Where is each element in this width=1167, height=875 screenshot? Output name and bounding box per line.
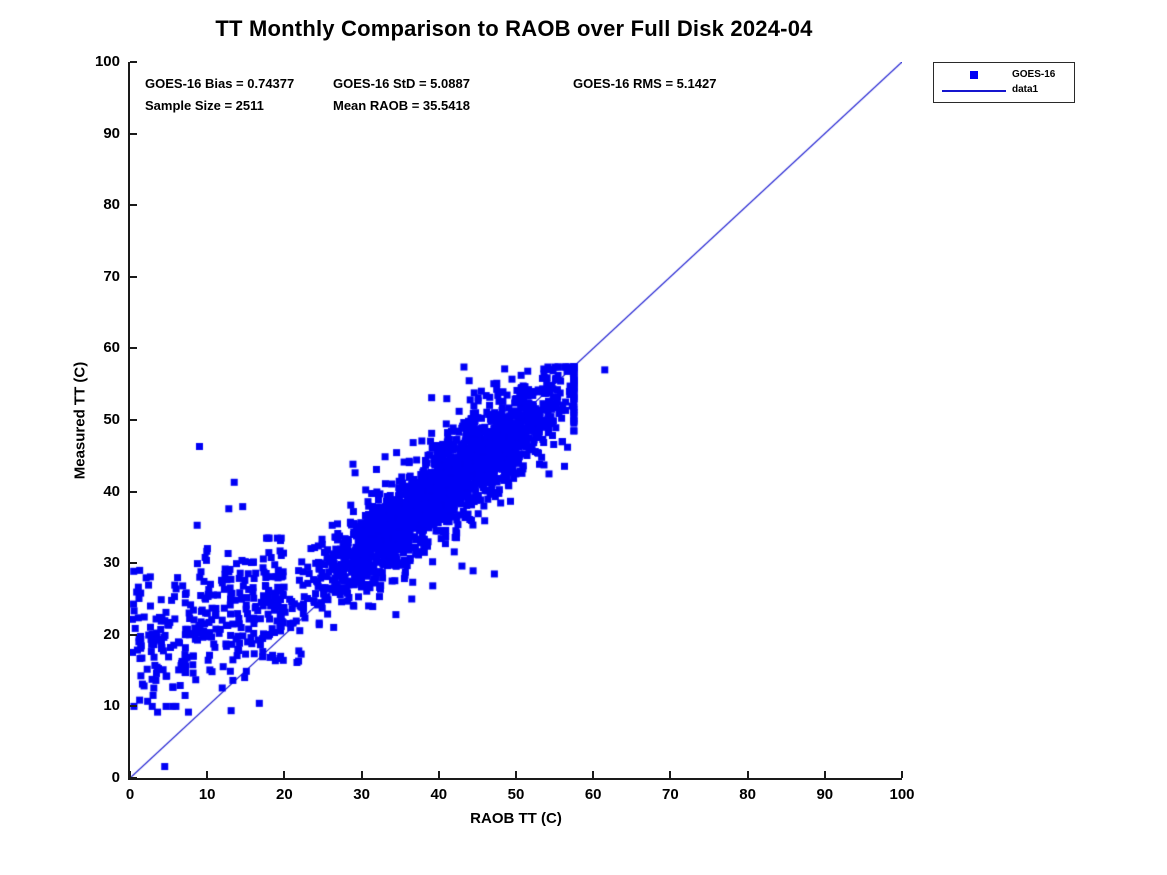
scatter-plot-canvas <box>130 62 902 778</box>
x-tick-label: 0 <box>125 786 135 803</box>
plot-area: GOES-16 Bias = 0.74377 GOES-16 StD = 5.0… <box>72 53 915 827</box>
stat-std: GOES-16 StD = 5.0887 <box>333 76 470 91</box>
y-tick <box>130 347 137 350</box>
y-tick <box>130 419 137 421</box>
x-tick <box>360 771 363 778</box>
x-tick-label: 80 <box>739 786 756 803</box>
x-tick-label: 20 <box>276 786 293 803</box>
y-tick-label: 30 <box>103 554 120 572</box>
x-tick <box>592 771 595 778</box>
x-tick-label: 70 <box>662 786 679 803</box>
x-tick <box>283 771 286 778</box>
x-tick <box>437 771 440 778</box>
x-tick-label: 10 <box>198 786 216 803</box>
data1-line-icon <box>942 90 1006 92</box>
y-tick <box>130 132 137 135</box>
y-tick-label: 90 <box>103 124 120 142</box>
x-tick <box>746 771 749 778</box>
chart-title: TT Monthly Comparison to RAOB over Full … <box>215 16 813 41</box>
stat-sample-size: Sample Size = 2511 <box>145 98 264 113</box>
x-tick <box>823 771 826 778</box>
x-tick-label: 40 <box>430 786 448 803</box>
y-tick-label: 60 <box>103 339 120 357</box>
y-tick-label: 100 <box>94 53 120 70</box>
stat-rms: GOES-16 RMS = 5.1427 <box>573 76 717 91</box>
x-tick <box>901 771 903 778</box>
y-tick-label: 10 <box>103 697 120 715</box>
y-tick-label: 20 <box>103 625 120 643</box>
y-tick <box>130 61 137 63</box>
y-tick <box>130 633 137 636</box>
y-tick-label: 80 <box>103 196 120 214</box>
y-tick-label: 70 <box>103 267 120 285</box>
legend: GOES-16 data1 <box>933 62 1075 103</box>
y-tick <box>130 275 137 278</box>
y-tick <box>130 705 137 708</box>
x-tick-label: 50 <box>507 786 525 803</box>
stat-mean-raob: Mean RAOB = 35.5418 <box>333 98 470 113</box>
x-tick <box>129 771 131 778</box>
x-tick-label: 30 <box>353 786 370 803</box>
x-tick <box>669 771 672 778</box>
legend-label-goes16: GOES-16 <box>1012 69 1056 80</box>
y-tick <box>130 777 137 779</box>
stat-bias: GOES-16 Bias = 0.74377 <box>145 76 295 91</box>
y-tick-label: 40 <box>103 482 120 500</box>
goes16-marker-icon <box>970 71 978 79</box>
y-tick-label: 50 <box>103 411 120 428</box>
x-tick-label: 90 <box>816 786 834 803</box>
y-tick <box>130 562 137 565</box>
x-tick <box>206 771 209 778</box>
x-tick <box>515 771 517 778</box>
legend-label-data1: data1 <box>1012 84 1039 95</box>
y-tick-label: 0 <box>111 769 120 786</box>
y-axis-label: Measured TT (C) <box>71 361 89 479</box>
y-tick <box>130 204 137 207</box>
y-tick <box>130 490 137 493</box>
x-axis-label: RAOB TT (C) <box>470 810 562 827</box>
x-tick-label: 100 <box>889 786 915 803</box>
x-tick-label: 60 <box>584 786 602 803</box>
